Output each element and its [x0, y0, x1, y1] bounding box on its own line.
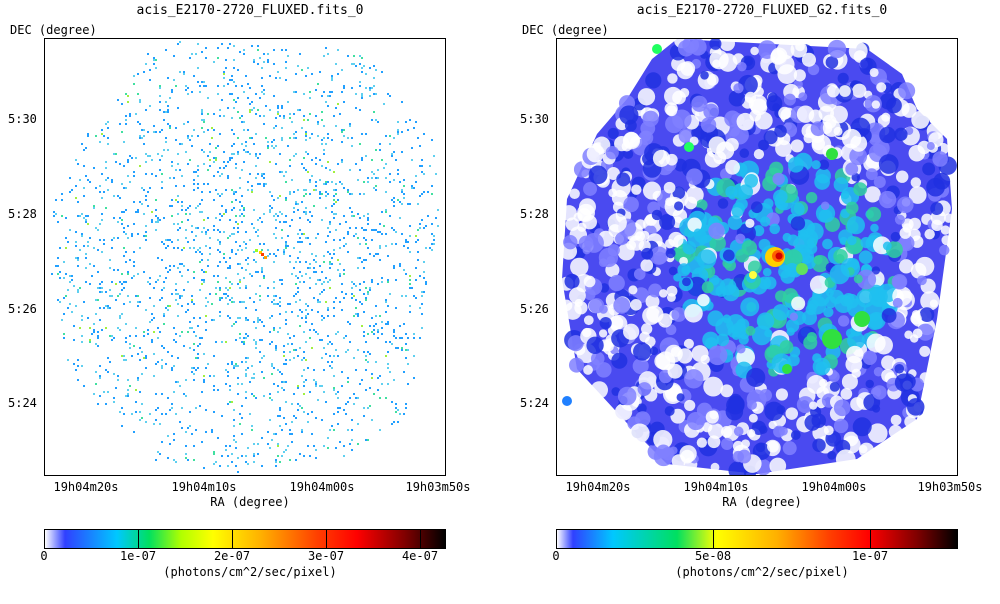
left-colorbar-label: 0 — [40, 549, 48, 563]
left-x-tick: 19h04m20s — [53, 480, 119, 494]
right-y-tick: 5:26 — [520, 302, 549, 316]
right-x-tick: 19h03m50s — [917, 480, 983, 494]
right-colorbar — [556, 529, 958, 549]
left-x-axis-label: RA (degree) — [210, 495, 290, 509]
left-colorbar-label: 2e-07 — [213, 549, 251, 563]
left-y-tick: 5:24 — [8, 396, 37, 410]
right-y-tick: 5:30 — [520, 112, 549, 126]
right-colorbar-units: (photons/cm^2/sec/pixel) — [675, 565, 849, 579]
right-colorbar-tick — [713, 530, 714, 548]
left-y-axis-label: DEC (degree) — [10, 23, 97, 37]
right-image-plot[interactable] — [556, 38, 958, 476]
right-image-title: acis_E2170-2720_FLUXED_G2.fits_0 — [636, 3, 888, 18]
right-colorbar-tick — [870, 530, 871, 548]
left-colorbar-tick — [326, 530, 327, 548]
right-x-axis-label: RA (degree) — [722, 495, 802, 509]
right-image-panel: acis_E2170-2720_FLUXED_G2.fits_0 DEC (de… — [512, 0, 1000, 604]
right-colorbar-label: 1e-07 — [851, 549, 889, 563]
left-colorbar-label: 1e-07 — [119, 549, 157, 563]
left-colorbar-tick — [138, 530, 139, 548]
left-image-plot[interactable] — [44, 38, 446, 476]
right-x-tick: 19h04m10s — [683, 480, 749, 494]
left-colorbar — [44, 529, 446, 549]
left-colorbar-tick — [232, 530, 233, 548]
left-y-tick: 5:28 — [8, 207, 37, 221]
right-colorbar-label: 0 — [552, 549, 560, 563]
right-image-canvas — [559, 39, 957, 475]
left-colorbar-units: (photons/cm^2/sec/pixel) — [163, 565, 337, 579]
right-y-tick: 5:28 — [520, 207, 549, 221]
left-colorbar-tick — [420, 530, 421, 548]
right-y-axis-label: DEC (degree) — [522, 23, 609, 37]
left-image-title: acis_E2170-2720_FLUXED.fits_0 — [136, 3, 364, 18]
left-y-tick: 5:26 — [8, 302, 37, 316]
right-y-tick: 5:24 — [520, 396, 549, 410]
left-colorbar-label: 3e-07 — [307, 549, 345, 563]
right-x-tick: 19h04m20s — [565, 480, 631, 494]
left-x-tick: 19h04m10s — [171, 480, 237, 494]
left-image-canvas — [51, 41, 439, 473]
left-colorbar-label: 4e-07 — [401, 549, 439, 563]
right-colorbar-label: 5e-08 — [694, 549, 732, 563]
left-y-tick: 5:30 — [8, 112, 37, 126]
left-x-tick: 19h03m50s — [405, 480, 471, 494]
left-image-panel: acis_E2170-2720_FLUXED.fits_0 DEC (degre… — [8, 3, 471, 579]
left-x-tick: 19h04m00s — [289, 480, 355, 494]
right-x-tick: 19h04m00s — [801, 480, 867, 494]
